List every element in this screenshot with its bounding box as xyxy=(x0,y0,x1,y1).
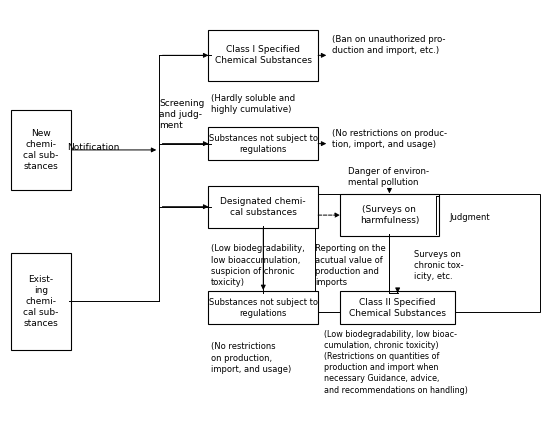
Text: Substances not subject to
regulations: Substances not subject to regulations xyxy=(209,297,318,318)
FancyBboxPatch shape xyxy=(208,186,318,228)
Text: Surveys on
chronic tox-
icity, etc.: Surveys on chronic tox- icity, etc. xyxy=(414,250,464,281)
FancyBboxPatch shape xyxy=(208,30,318,81)
Text: Reporting on the
acutual value of
production and
imports: Reporting on the acutual value of produc… xyxy=(315,245,386,287)
Text: (Ban on unauthorized pro-
duction and import, etc.): (Ban on unauthorized pro- duction and im… xyxy=(332,35,445,55)
Text: (No restrictions
on production,
import, and usage): (No restrictions on production, import, … xyxy=(211,343,291,374)
Text: Judgment: Judgment xyxy=(450,213,490,222)
Text: (No restrictions on produc-
tion, import, and usage): (No restrictions on produc- tion, import… xyxy=(332,130,447,150)
FancyBboxPatch shape xyxy=(340,291,455,325)
Text: (Hardly soluble and
highly cumulative): (Hardly soluble and highly cumulative) xyxy=(211,94,295,114)
FancyBboxPatch shape xyxy=(208,291,318,325)
Text: New
chemi-
cal sub-
stances: New chemi- cal sub- stances xyxy=(23,129,59,171)
FancyBboxPatch shape xyxy=(208,127,318,161)
Text: Screening
and judg-
ment: Screening and judg- ment xyxy=(159,98,204,130)
Text: Class II Specified
Chemical Substances: Class II Specified Chemical Substances xyxy=(349,297,446,318)
Text: Designated chemi-
cal substances: Designated chemi- cal substances xyxy=(220,197,306,217)
Text: (Surveys on
harmfulness): (Surveys on harmfulness) xyxy=(360,205,419,225)
Text: Notification: Notification xyxy=(67,143,120,153)
Text: Class I Specified
Chemical Substances: Class I Specified Chemical Substances xyxy=(215,45,312,65)
Text: (Low biodegradability,
low bioaccumulation,
suspicion of chronic
toxicity): (Low biodegradability, low bioaccumulati… xyxy=(211,245,305,287)
Text: Danger of environ-
mental pollution: Danger of environ- mental pollution xyxy=(348,167,429,187)
FancyBboxPatch shape xyxy=(11,253,71,350)
Text: Substances not subject to
regulations: Substances not subject to regulations xyxy=(209,134,318,154)
Text: (Low biodegradability, low bioac-
cumulation, chronic toxicity)
(Restrictions on: (Low biodegradability, low bioac- cumula… xyxy=(324,330,468,394)
FancyBboxPatch shape xyxy=(340,194,439,236)
Text: Exist-
ing
chemi-
cal sub-
stances: Exist- ing chemi- cal sub- stances xyxy=(23,275,59,328)
FancyBboxPatch shape xyxy=(11,110,71,190)
